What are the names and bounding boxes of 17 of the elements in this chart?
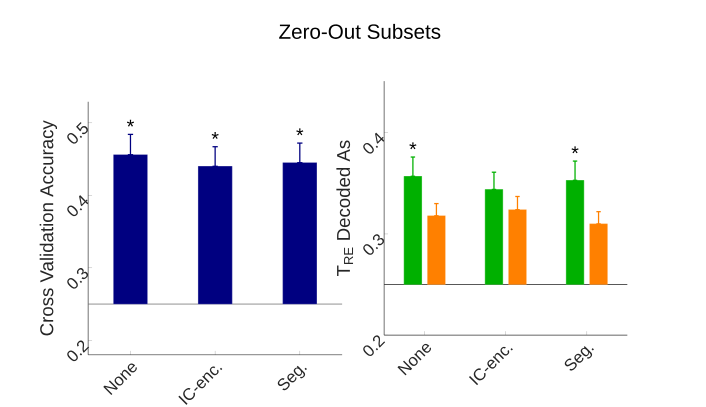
x-tick-label: Seg.: [278, 366, 307, 390]
y-tick-label: 0.4: [67, 195, 88, 216]
y-axis-title: Cross Validation Accuracy: [40, 120, 58, 336]
data-label: *: [296, 128, 304, 136]
y-axis-title: T$_{RE}$ Decoded As: [336, 140, 354, 276]
y-tick-label: 0.5: [67, 122, 88, 144]
y-tick-label: 0.3: [67, 268, 88, 289]
data-label: *: [126, 120, 134, 127]
y-tick-label: 0.2: [67, 340, 90, 362]
data-label: *: [409, 142, 416, 150]
x-tick-label: Seg.: [564, 346, 594, 371]
y-tick-label: 0.3: [363, 234, 384, 255]
data-label: *: [212, 132, 219, 139]
chart-title: Zero-Out Subsets: [279, 24, 440, 39]
data-label: *: [572, 146, 579, 154]
y-tick-label: 0.4: [363, 132, 384, 154]
y-tick-label: 0.2: [363, 335, 386, 356]
